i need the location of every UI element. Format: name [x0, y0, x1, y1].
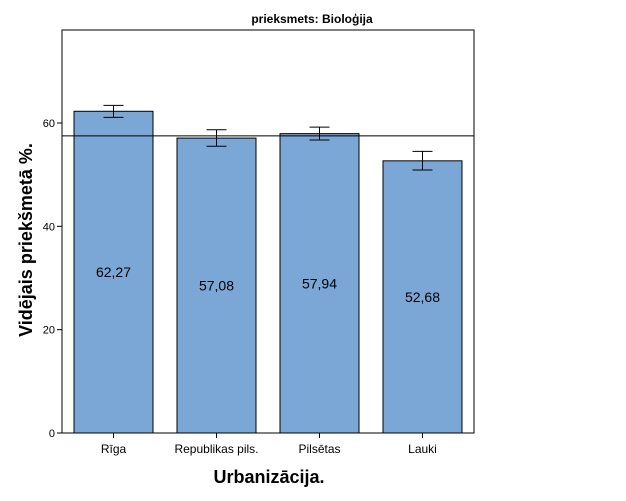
y-tick-label: 0 — [49, 428, 55, 440]
plot-area — [61, 29, 475, 434]
x-axis: Rīga Republikas pils. Pilsētas Lauki — [101, 433, 437, 456]
data-label: 52,68 — [405, 289, 440, 305]
y-axis: 0 20 40 60 — [43, 118, 62, 440]
data-labels: 62,27 57,08 57,94 52,68 — [96, 264, 440, 305]
x-tick-label: Republikas pils. — [174, 442, 258, 456]
x-tick-label: Rīga — [101, 442, 127, 456]
y-tick-label: 20 — [43, 325, 55, 337]
x-axis-title: Urbanizācija. — [213, 467, 324, 487]
bar — [382, 160, 463, 434]
bar — [73, 110, 154, 434]
data-label: 57,94 — [302, 275, 337, 291]
x-tick-label: Lauki — [408, 442, 437, 456]
bars — [73, 110, 463, 434]
y-axis-title: Vidējais priekšmetā %. — [16, 143, 36, 337]
x-tick-label: Pilsētas — [298, 442, 340, 456]
chart-title: prieksmets: Bioloģija — [251, 12, 373, 26]
y-tick-label: 40 — [43, 221, 55, 233]
y-tick-label: 60 — [43, 118, 55, 130]
data-label: 57,08 — [199, 278, 234, 294]
data-label: 62,27 — [96, 264, 131, 280]
bar — [279, 133, 360, 434]
error-bars — [103, 104, 433, 171]
